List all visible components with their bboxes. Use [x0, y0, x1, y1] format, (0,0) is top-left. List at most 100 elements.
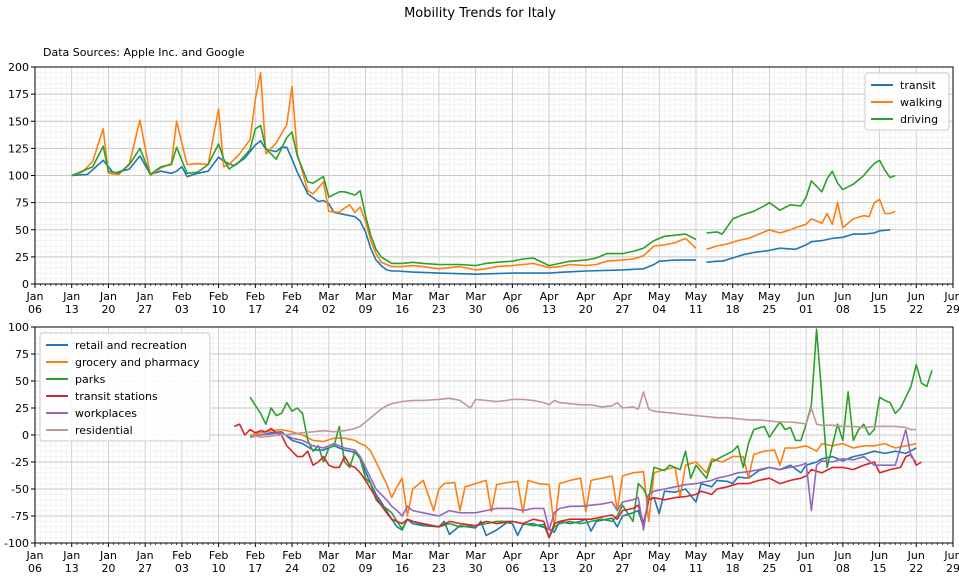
y-tick-label: 200	[8, 61, 29, 74]
y-tick-label: 125	[8, 142, 29, 155]
top-series	[71, 71, 896, 275]
x-tick-day: 22	[909, 303, 923, 316]
x-tick-day: 04	[652, 562, 666, 575]
x-tick-month: Jan	[26, 290, 44, 303]
x-tick-day: 30	[469, 562, 483, 575]
series-line-residential	[249, 391, 917, 438]
x-tick-day: 23	[432, 562, 446, 575]
x-tick-day: 13	[65, 562, 79, 575]
x-tick-month: Mar	[392, 290, 413, 303]
y-tick-label: 100	[8, 170, 29, 183]
x-tick-day: 16	[395, 303, 409, 316]
y-tick-label: 25	[15, 402, 29, 415]
y-tick-label: 175	[8, 88, 29, 101]
y-tick-label: 0	[22, 278, 29, 291]
x-tick-day: 15	[873, 303, 887, 316]
bottom-legend: retail and recreation grocery and pharmac…	[39, 332, 211, 442]
x-tick-month: Feb	[246, 549, 265, 562]
x-tick-day: 06	[28, 562, 42, 575]
legend-box	[864, 72, 950, 131]
x-tick-day: 22	[909, 562, 923, 575]
x-tick-month: May	[685, 290, 708, 303]
x-tick-month: Feb	[209, 549, 228, 562]
x-tick-day: 20	[101, 303, 115, 316]
legend-label-workplaces: workplaces	[75, 407, 137, 420]
legend-label-retail-and-recreation: retail and recreation	[75, 339, 187, 352]
x-tick-month: Jan	[99, 290, 117, 303]
x-tick-day: 01	[799, 303, 813, 316]
x-tick-month: Mar	[465, 290, 486, 303]
data-sources-note: Data Sources: Apple Inc. and Google	[43, 46, 245, 59]
x-tick-day: 09	[358, 562, 372, 575]
x-tick-month: Mar	[429, 549, 450, 562]
figure-title: Mobility Trends for Italy	[404, 6, 556, 21]
x-tick-month: Jan	[99, 549, 117, 562]
x-tick-day: 27	[616, 562, 630, 575]
top-x-ticks: Jan06Jan13Jan20Jan27Feb03Feb10Feb17Feb24…	[26, 284, 959, 316]
x-tick-day: 17	[248, 303, 262, 316]
x-tick-day: 13	[65, 303, 79, 316]
x-tick-month: Apr	[576, 549, 596, 562]
x-tick-month: Jun	[833, 290, 851, 303]
x-tick-month: Feb	[282, 549, 301, 562]
x-tick-month: Jun	[833, 549, 851, 562]
top-y-ticks: 0 25 50 75 100 125 150 175 200	[8, 61, 35, 291]
x-tick-day: 25	[762, 303, 776, 316]
x-tick-month: Jun	[943, 290, 959, 303]
x-tick-month: Jun	[943, 549, 959, 562]
x-tick-day: 10	[212, 562, 226, 575]
x-tick-month: May	[685, 549, 708, 562]
x-tick-day: 18	[726, 562, 740, 575]
x-tick-month: Jan	[62, 549, 80, 562]
x-tick-day: 27	[616, 303, 630, 316]
x-tick-day: 08	[836, 303, 850, 316]
x-tick-month: May	[721, 549, 744, 562]
x-tick-month: May	[758, 549, 781, 562]
x-tick-day: 27	[138, 562, 152, 575]
x-tick-month: Jan	[26, 549, 44, 562]
x-tick-day: 06	[28, 303, 42, 316]
x-tick-day: 13	[542, 562, 556, 575]
x-tick-month: Apr	[613, 549, 633, 562]
x-tick-month: Jun	[907, 290, 925, 303]
x-tick-month: Apr	[503, 549, 523, 562]
x-tick-day: 03	[175, 562, 189, 575]
x-tick-month: May	[648, 549, 671, 562]
legend-label-residential: residential	[75, 424, 133, 437]
y-tick-label: 75	[15, 197, 29, 210]
y-tick-label: 50	[15, 224, 29, 237]
x-tick-month: Apr	[540, 549, 560, 562]
series-line-walking	[71, 71, 896, 271]
y-tick-label: 150	[8, 115, 29, 128]
x-tick-month: Apr	[503, 290, 523, 303]
series-line-transit-stations	[233, 423, 922, 539]
x-tick-day: 06	[505, 562, 519, 575]
y-tick-label: -25	[11, 456, 29, 469]
x-tick-month: Feb	[246, 290, 265, 303]
x-tick-day: 11	[689, 303, 703, 316]
top-axes: Data Sources: Apple Inc. and Google 0 25 5…	[8, 46, 959, 316]
x-tick-month: Mar	[429, 290, 450, 303]
y-tick-label: -100	[4, 537, 29, 550]
x-tick-month: Feb	[172, 290, 191, 303]
x-tick-day: 10	[212, 303, 226, 316]
x-tick-day: 09	[358, 303, 372, 316]
y-tick-label: 50	[15, 375, 29, 388]
x-tick-day: 20	[101, 562, 115, 575]
x-tick-month: Jan	[136, 549, 154, 562]
x-tick-day: 29	[946, 562, 959, 575]
bottom-x-ticks: Jan06Jan13Jan20Jan27Feb03Feb10Feb17Feb24…	[26, 543, 959, 575]
top-grid	[34, 66, 954, 285]
x-tick-day: 20	[579, 562, 593, 575]
x-tick-day: 16	[395, 562, 409, 575]
x-tick-month: Jan	[62, 290, 80, 303]
top-legend: transit walking driving	[864, 72, 950, 131]
bottom-series	[233, 328, 933, 539]
series-line-parks	[249, 328, 933, 539]
y-tick-label: 75	[15, 348, 29, 361]
x-tick-month: Jun	[870, 290, 888, 303]
x-tick-day: 13	[542, 303, 556, 316]
x-tick-day: 20	[579, 303, 593, 316]
x-tick-month: Jun	[797, 549, 815, 562]
